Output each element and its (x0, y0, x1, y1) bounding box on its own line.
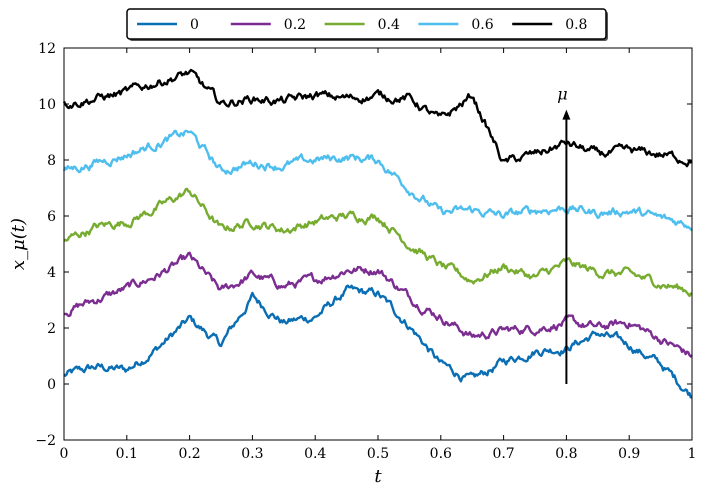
x-tick-label: 0.7 (492, 446, 514, 462)
legend-label: 0 (190, 17, 199, 33)
x-tick-label: 0.6 (430, 446, 452, 462)
series-line-4 (62, 68, 693, 168)
x-axis: 0 0.1 0.2 0.3 0.4 0.5 0.6 0.7 0.8 0.9 1 (60, 48, 697, 462)
y-tick-label: 6 (47, 209, 56, 225)
legend-label: 0.8 (565, 17, 587, 33)
y-tick-label: 2 (47, 321, 56, 337)
legend: 0 0.2 0.4 0.6 0.8 (126, 8, 608, 41)
y-tick-label: 4 (47, 265, 56, 281)
series-line-3 (62, 129, 693, 232)
legend-label: 0.4 (378, 17, 400, 33)
legend-label: 0.2 (284, 17, 306, 33)
x-tick-label: 0.3 (241, 446, 263, 462)
y-tick-label: 12 (38, 41, 56, 57)
legend-box (126, 8, 607, 40)
x-tick-label: 0 (60, 446, 69, 462)
annotation-arrow-head (562, 109, 571, 120)
annotation-label: μ (557, 85, 567, 104)
x-axis-label: t (374, 466, 382, 487)
y-axis: −2 0 2 4 6 8 10 12 (35, 41, 692, 449)
x-tick-label: 0.5 (367, 446, 389, 462)
series-line-2 (63, 187, 693, 298)
y-tick-label: −2 (35, 433, 56, 449)
series-line-0 (63, 284, 692, 399)
y-tick-label: 8 (47, 153, 56, 169)
x-tick-label: 0.1 (116, 446, 138, 462)
series-layer (62, 68, 693, 399)
x-tick-label: 0.8 (555, 446, 577, 462)
y-tick-label: 10 (38, 97, 56, 113)
x-tick-label: 0.9 (618, 446, 640, 462)
series-line-1 (63, 251, 693, 358)
x-tick-label: 0.2 (178, 446, 200, 462)
x-tick-label: 1 (688, 446, 697, 462)
annotation-layer: μ (557, 85, 571, 384)
y-tick-label: 0 (47, 377, 56, 393)
plot-frame (63, 47, 693, 441)
x-tick-label: 0.4 (304, 446, 326, 462)
y-axis-label: x_μ(t) (8, 218, 29, 270)
legend-label: 0.6 (471, 17, 493, 33)
